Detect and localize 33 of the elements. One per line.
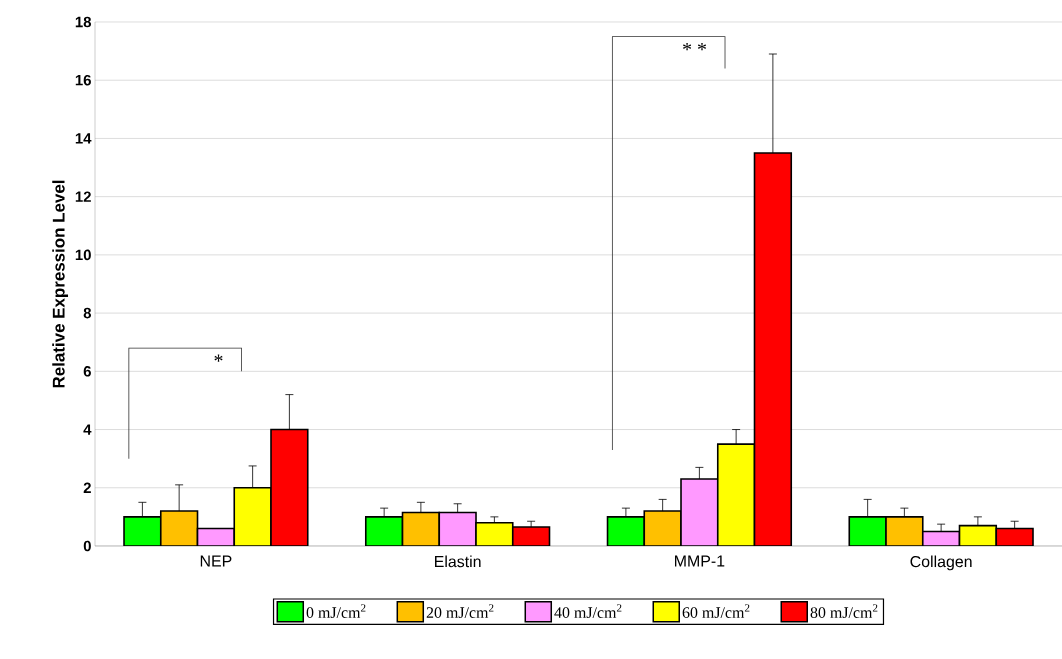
- bar: [196, 527, 236, 546]
- x-tick-label: MMP-1: [675, 555, 725, 567]
- legend-label: 80 mJ/cm$^{2}$: [810, 604, 878, 618]
- legend-label: 0 mJ/cm$^{2}$: [306, 604, 366, 618]
- y-tick-label: 2: [83, 482, 91, 493]
- y-tick-label: 8: [83, 307, 92, 319]
- y-tick-label: 4: [83, 424, 92, 435]
- legend-label: 60 mJ/cm$^{2}$: [682, 604, 750, 618]
- y-tick-label: 10: [75, 249, 91, 261]
- y-tick-label: 18: [75, 16, 92, 28]
- x-tick-label: Collagen: [910, 555, 972, 571]
- annotation: *: [214, 354, 223, 362]
- bar: [753, 152, 793, 546]
- bar: [680, 478, 719, 546]
- legend-label: 20 mJ/cm$^{2}$: [426, 604, 494, 618]
- bar: [716, 443, 756, 546]
- y-tick-label: 12: [75, 191, 91, 202]
- bar: [270, 428, 309, 546]
- bar: [475, 521, 514, 546]
- legend-label: 40 mJ/cm$^{2}$: [554, 604, 622, 618]
- y-tick-label: 14: [75, 133, 92, 144]
- bar: [233, 486, 272, 546]
- y-tick-label: 6: [83, 366, 91, 377]
- bar: [159, 510, 199, 546]
- annotation: * *: [683, 42, 706, 51]
- x-tick-label: Elastin: [435, 555, 481, 568]
- bar: [401, 511, 441, 546]
- bar: [643, 510, 682, 546]
- y-tick-label: 0: [83, 540, 91, 552]
- x-tick-label: NEP: [200, 555, 232, 567]
- bar: [438, 511, 477, 546]
- y-tick-label: 16: [75, 74, 91, 86]
- y-axis-title: Relative Expression Level: [52, 180, 69, 388]
